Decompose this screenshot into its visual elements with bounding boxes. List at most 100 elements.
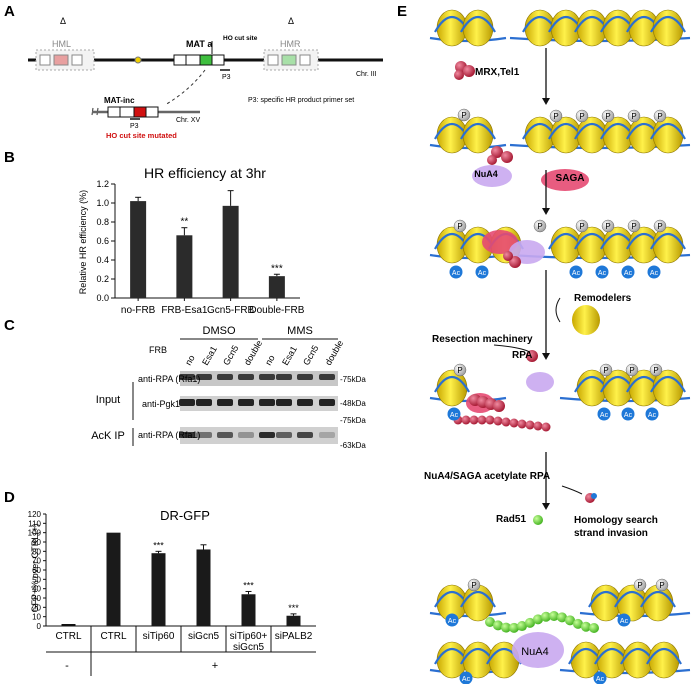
phospho-label: P [471,581,476,590]
flow-arrowhead [542,98,550,105]
phospho-marker [599,363,613,377]
phospho-label: P [637,581,642,590]
rad51-sphere [493,620,503,631]
phospho-label: P [537,222,542,231]
e-resection-label: Resection machinery [432,334,533,345]
b-y-tick-label: 0.8 [96,217,109,227]
rad51-sphere [581,621,591,632]
phospho-label: P [457,366,462,375]
rad51-sphere [533,614,543,625]
ho-cut-label: HO cut site [223,35,258,42]
nucleosome [462,9,494,47]
acetyl-label: Ac [624,270,633,277]
nucleosome [462,116,494,154]
d-x-tick-label: siGcn5 [188,631,220,642]
rad51-sphere [565,615,575,626]
phospho-label: P [579,112,584,121]
band-rpa-input [259,374,275,380]
d-bar [151,553,166,626]
d-y-tick-label: 110 [28,519,41,528]
band-rpa-input [319,374,335,380]
lane-label: Esa1 [280,344,299,367]
remodeler-arrow [555,297,561,323]
c-marker-63: -63kDa [340,441,366,450]
b-x-tick-label: FRB-Esa1 [161,305,208,316]
band-rpa-ip [319,432,335,438]
b-bar [130,201,147,298]
band-pgk1 [217,399,233,406]
rad51-sphere [589,622,599,633]
acetyl-label: Ac [620,618,629,625]
b-y-tick-label: 1.2 [96,179,109,189]
b-y-tick-label: 0.2 [96,274,109,284]
ho-mutated-label: HO cut site mutated [106,131,177,140]
acetyl-marker [593,671,607,684]
panel-label-a: A [4,3,15,20]
acetyl-label: Ac [650,270,659,277]
p3b-label: P3 [130,123,139,130]
d-x-tick-label: CTRL [55,631,82,642]
d-y-tick-label: 70 [32,557,41,566]
b-y-tick-label: 0.0 [96,293,109,303]
d-chart-title: DR-GFP [160,508,210,523]
band-pgk1 [196,399,212,406]
rad51-sphere [517,621,527,632]
e-homology-label: Homology search [574,515,658,526]
rpa-sphere [463,65,475,77]
rpa-sphere [517,419,527,429]
acetyl-marker [621,407,635,421]
acetyl-marker [595,265,609,279]
dna-wrap [460,15,496,33]
d-y-tick-label: 90 [32,538,41,547]
panel-label-b: B [4,149,15,166]
acetyl-marker [447,407,461,421]
acetyl-marker [445,613,459,627]
phospho-marker [627,219,641,233]
phospho-marker [601,219,615,233]
acetyl-label: Ac [452,270,461,277]
phospho-marker [655,578,669,592]
chr3-label: Chr. III [356,71,377,78]
acetyl-marker [647,265,661,279]
blot-bands [179,374,335,438]
d-x-tick-label-2: siGcn5 [233,642,265,653]
acetyl-marker [621,265,635,279]
b-bar [176,235,193,298]
acetyl-marker [645,407,659,421]
flow-arrowhead [542,208,550,215]
band-rpa-ip [217,432,233,438]
e-acetylate-label: NuA4/SAGA acetylate RPA [424,471,550,482]
flow-arrowhead [542,503,550,510]
d-bar [106,532,121,626]
chart-b: 0.0 0.2 0.4 0.6 0.8 1.0 1.2 no-FRB FRB-Esa1 ** Gcn… [96,179,304,316]
band-pgk1 [319,399,335,406]
lane-label: Gcn5 [221,343,240,367]
band-rpa-ip [276,432,292,438]
d-y-tick-label: 0 [37,622,42,631]
phospho-marker [653,109,667,123]
nucleosome [652,9,684,47]
phospho-marker [633,578,647,592]
lane-label: no [263,353,277,367]
acetyl-marker [459,671,473,684]
d-y-tick-label: 100 [28,529,42,538]
band-rpa-ip [259,432,275,438]
rpa-sphere [487,155,497,165]
acetyl-marker [569,265,583,279]
nua4-row4 [526,372,554,392]
band-rpa-input [238,374,254,380]
phospho-label: P [653,366,658,375]
nua4-row5 [512,632,564,668]
dna-wrap [650,15,686,33]
rad51-sphere [549,611,559,622]
nucleosome [642,584,674,622]
acetyl-label: Ac [450,412,459,419]
b-significance: *** [271,263,283,274]
d-significance: *** [243,580,254,590]
d-y-tick-label: 20 [32,603,41,612]
rpa-sphere [526,350,538,362]
phospho-marker [533,219,547,233]
d-y-tick-label: 60 [32,566,41,575]
lane-label: Gcn5 [301,343,320,367]
